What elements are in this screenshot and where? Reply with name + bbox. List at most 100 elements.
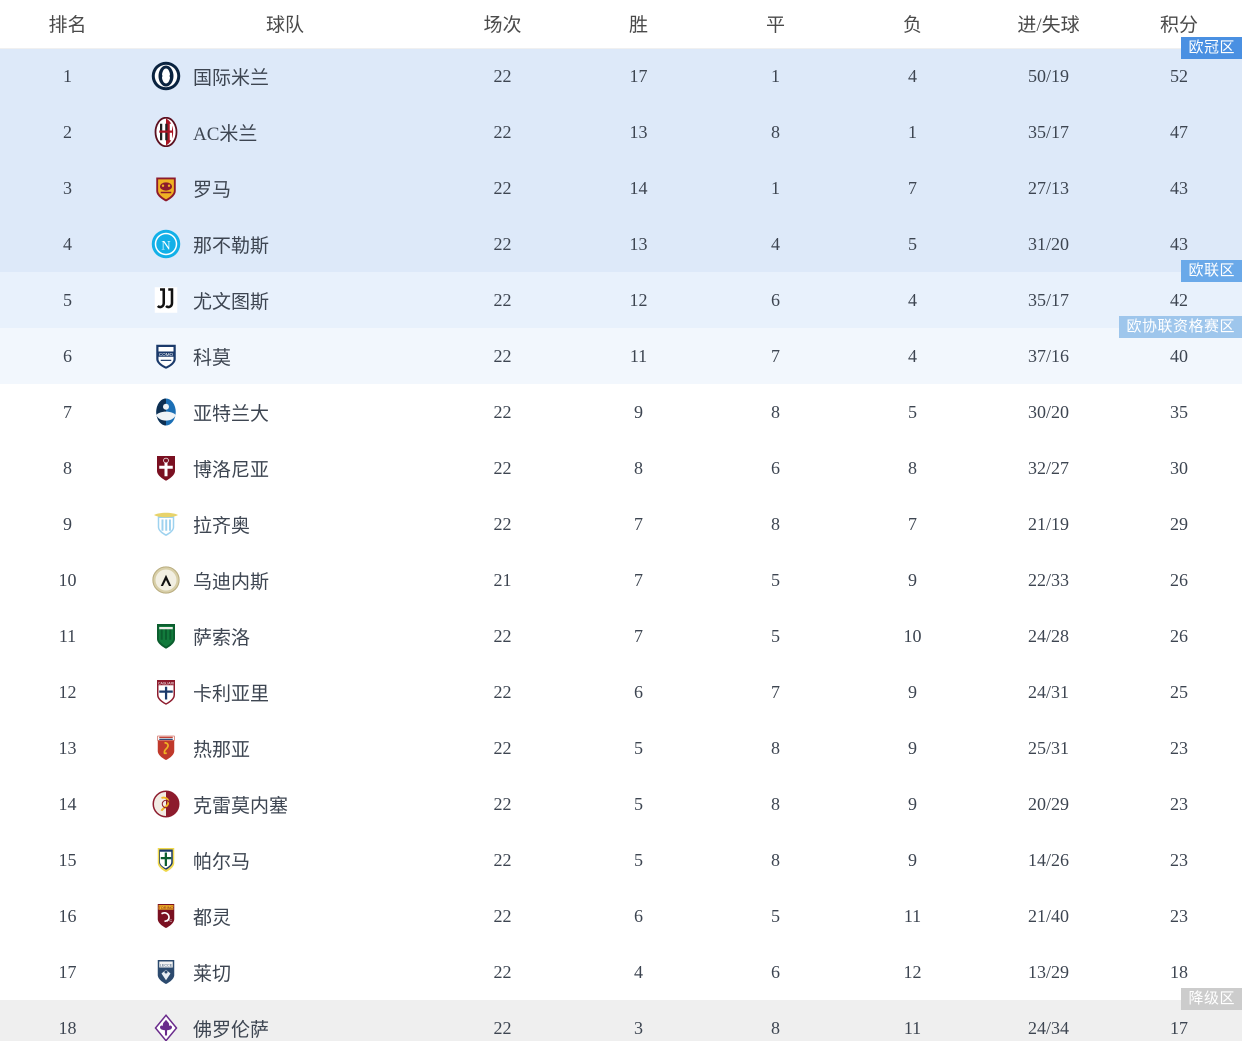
cell-points: 23 [1116, 888, 1242, 944]
cell-team[interactable]: 拉齐奥 [135, 496, 435, 552]
cell-goals: 50/19 [1027, 65, 1069, 86]
column-header-goals[interactable]: 进/失球 [981, 0, 1116, 49]
table-row[interactable]: 17 LECCE 莱切 22 4 6 12 13/29 18 [0, 944, 1242, 1000]
cell-team[interactable]: 热那亚 [135, 720, 435, 776]
team-name: 卡利亚里 [193, 683, 270, 705]
cell-team[interactable]: 克雷莫内塞 [135, 776, 435, 832]
cell-loss: 1 [908, 121, 917, 142]
cell-played: 22 [493, 345, 512, 366]
cell-goals: 22/33 [1027, 569, 1069, 590]
svg-text:N: N [161, 238, 170, 252]
cell-goals: 27/13 [1027, 177, 1069, 198]
cell-team[interactable]: 博洛尼亚 [135, 440, 435, 496]
cell-win: 17 [629, 65, 648, 86]
column-header-draw[interactable]: 平 [707, 0, 844, 49]
cell-loss: 7 [908, 177, 917, 198]
cell-team[interactable]: 国际米兰 [135, 48, 435, 104]
cell-rank: 12 [58, 681, 77, 702]
cell-draw: 8 [771, 513, 780, 534]
table-row[interactable]: 15 帕尔马 22 5 8 9 14/26 23 [0, 832, 1242, 888]
cell-draw: 1 [771, 65, 780, 86]
cell-team[interactable]: 帕尔马 [135, 832, 435, 888]
table-row[interactable]: 4 N 那不勒斯 22 13 4 5 31/20 43 [0, 216, 1242, 272]
table-row[interactable]: 12 CAGLIARI 卡利亚里 22 6 7 9 24/31 25 [0, 664, 1242, 720]
cell-win: 5 [634, 849, 643, 870]
cell-draw: 1 [771, 177, 780, 198]
cell-team[interactable]: 乌迪内斯 [135, 552, 435, 608]
cell-team[interactable]: CAGLIARI 卡利亚里 [135, 664, 435, 720]
table-row[interactable]: 5 尤文图斯 22 12 6 4 35/17 42 欧联区 [0, 260, 1242, 328]
cell-goals: 30/20 [1027, 401, 1069, 422]
svg-text:FC: FC [167, 919, 172, 923]
table-row[interactable]: 14 克雷莫内塞 22 5 8 9 20/29 23 [0, 776, 1242, 832]
cell-team[interactable]: LECCE 莱切 [135, 944, 435, 1000]
cell-played: 22 [493, 849, 512, 870]
cell-team[interactable]: TORINO FC 都灵 [135, 888, 435, 944]
cell-goals: 24/28 [1027, 625, 1069, 646]
cell-win: 6 [634, 681, 643, 702]
cell-played: 22 [493, 513, 512, 534]
cell-rank: 13 [58, 737, 77, 758]
table-row[interactable]: 18 佛罗伦萨 22 3 8 11 24/34 17 降级区 [0, 988, 1242, 1041]
cell-team[interactable]: N 那不勒斯 [135, 216, 435, 272]
table-row[interactable]: 6 COMO 科莫 22 11 7 4 37/16 40 欧协联资格赛区 [0, 316, 1242, 384]
cell-draw: 8 [771, 793, 780, 814]
cell-points: 23 [1116, 832, 1242, 888]
cell-played: 22 [493, 177, 512, 198]
cell-loss: 5 [908, 233, 917, 254]
table-row[interactable]: 3 罗马 22 14 1 7 27/13 43 [0, 160, 1242, 216]
zone-badge-uecl: 欧协联资格赛区 [1119, 316, 1242, 338]
as-roma-crest [151, 173, 181, 203]
points-value: 40 [1170, 345, 1188, 366]
table-row[interactable]: 11 萨索洛 22 7 5 10 24/28 26 [0, 608, 1242, 664]
genoa-crest [151, 733, 181, 763]
cell-played: 22 [493, 233, 512, 254]
cell-rank: 10 [58, 569, 77, 590]
table-row[interactable]: 16 TORINO FC 都灵 22 6 5 11 21/40 23 [0, 888, 1242, 944]
cell-win: 9 [634, 401, 643, 422]
table-row[interactable]: 10 乌迪内斯 21 7 5 9 22/33 26 [0, 552, 1242, 608]
cell-win: 6 [634, 905, 643, 926]
cell-played: 22 [493, 961, 512, 982]
cell-loss: 11 [903, 1017, 922, 1038]
cell-played: 22 [493, 905, 512, 926]
cell-team[interactable]: 萨索洛 [135, 608, 435, 664]
inter-milan-crest [151, 61, 181, 91]
sassuolo-crest [151, 621, 181, 651]
cell-team[interactable]: 佛罗伦萨 [135, 1000, 435, 1041]
svg-text:COMO: COMO [159, 352, 173, 357]
cell-loss: 8 [908, 457, 917, 478]
table-row[interactable]: 7 亚特兰大 22 9 8 5 30/20 35 [0, 384, 1242, 440]
column-header-team[interactable]: 球队 [135, 0, 435, 49]
table-row[interactable]: 2 AC米兰 22 13 8 1 35/17 47 [0, 104, 1242, 160]
points-value: 42 [1170, 289, 1188, 310]
column-header-win[interactable]: 胜 [570, 0, 707, 49]
cell-team[interactable]: 尤文图斯 [135, 272, 435, 328]
points-value: 35 [1170, 401, 1188, 422]
table-row[interactable]: 1 国际米兰 22 17 1 4 50/19 52 欧冠区 [0, 36, 1242, 104]
table-row[interactable]: 9 拉齐奥 22 7 8 7 21/19 29 [0, 496, 1242, 552]
column-header-loss[interactable]: 负 [844, 0, 981, 49]
cell-goals: 21/19 [1027, 513, 1069, 534]
team-name: 拉齐奥 [193, 515, 251, 537]
cell-win: 14 [629, 177, 648, 198]
cell-team[interactable]: 罗马 [135, 160, 435, 216]
cell-team[interactable]: COMO 科莫 [135, 328, 435, 384]
cell-win: 12 [629, 289, 648, 310]
cell-draw: 8 [771, 121, 780, 142]
cell-played: 22 [493, 457, 512, 478]
zone-badge-rel: 降级区 [1181, 988, 1242, 1010]
table-row[interactable]: 13 热那亚 22 5 8 9 25/31 23 [0, 720, 1242, 776]
column-header-played[interactable]: 场次 [435, 0, 570, 49]
points-value: 17 [1170, 1017, 1188, 1038]
cell-loss: 10 [903, 625, 922, 646]
table-row[interactable]: 8 博洛尼亚 22 8 6 8 32/27 30 [0, 440, 1242, 496]
cell-team[interactable]: AC米兰 [135, 104, 435, 160]
cell-points: 26 [1116, 608, 1242, 664]
cell-win: 8 [634, 457, 643, 478]
cell-team[interactable]: 亚特兰大 [135, 384, 435, 440]
column-header-rank[interactable]: 排名 [0, 0, 135, 49]
team-name: 国际米兰 [193, 67, 270, 89]
points-value: 23 [1170, 849, 1188, 870]
cell-draw: 4 [771, 233, 780, 254]
